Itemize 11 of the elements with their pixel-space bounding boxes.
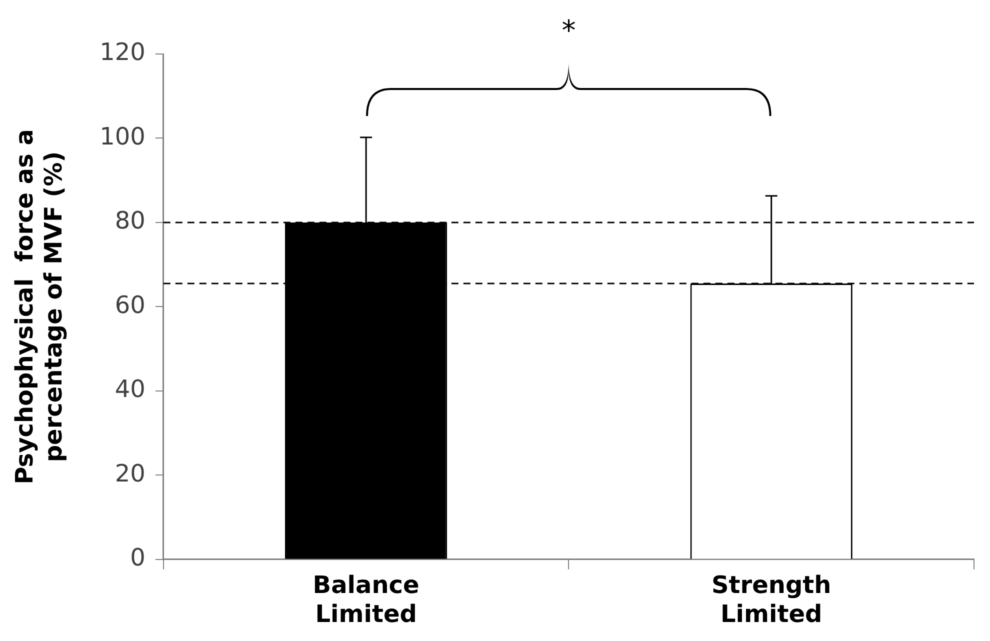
x-tick-label: Strength Limited [712, 571, 832, 628]
x-tick-label: Balance Limited [312, 571, 420, 628]
y-tick-label: 40 [114, 375, 146, 404]
y-tick-label: 100 [100, 122, 146, 150]
y-tick-label: 60 [114, 290, 146, 319]
y-tick-label: 20 [114, 459, 146, 488]
y-tick-label: 0 [130, 544, 146, 572]
y-axis-title: Psychophysical force as a percentage of MVF (%) [10, 129, 68, 484]
y-tick-label: 120 [100, 38, 146, 66]
y-tick-label: 80 [114, 206, 146, 235]
text: * [560, 14, 577, 47]
